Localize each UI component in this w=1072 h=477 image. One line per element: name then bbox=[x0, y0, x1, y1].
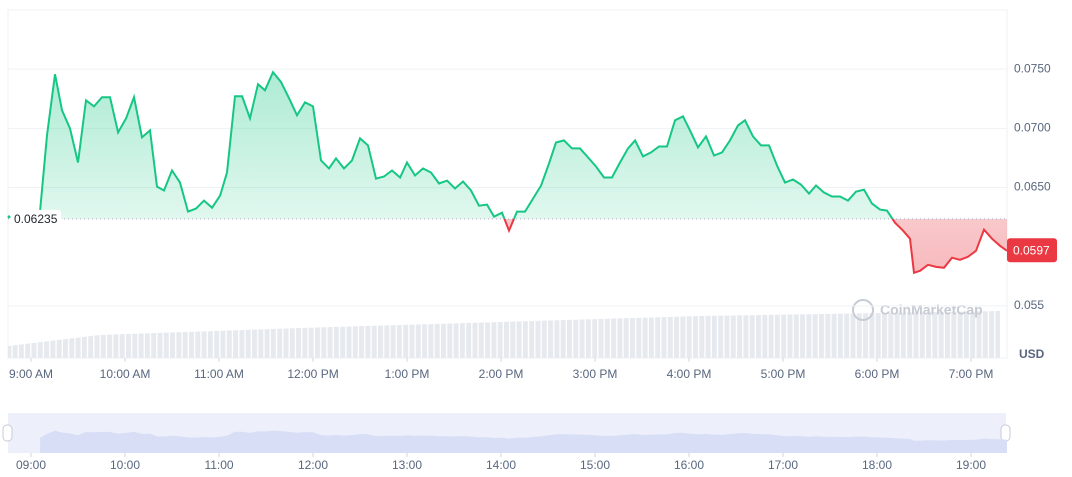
x-tick-label: 7:00 PM bbox=[949, 367, 994, 381]
navigator-tick-label: 16:00 bbox=[674, 458, 704, 472]
y-tick-label: 0.0750 bbox=[1014, 61, 1051, 75]
area-down bbox=[504, 218, 1007, 273]
price-line-down bbox=[503, 218, 1007, 275]
navigator-tick-label: 09:00 bbox=[16, 458, 46, 472]
x-tick-label: 1:00 PM bbox=[385, 367, 430, 381]
x-tick-label: 6:00 PM bbox=[855, 367, 900, 381]
current-price-box bbox=[1007, 238, 1057, 263]
price-line-up bbox=[39, 70, 894, 219]
baseline-label-box bbox=[9, 209, 61, 228]
navigator-area bbox=[40, 430, 1007, 453]
navigator-handle[interactable] bbox=[2, 424, 13, 442]
x-tick-label: 3:00 PM bbox=[573, 367, 618, 381]
volume-bars bbox=[8, 311, 1000, 358]
navigator-tick-label: 11:00 bbox=[204, 458, 233, 472]
navigator-tick-label: 14:00 bbox=[486, 458, 516, 472]
navigator-handle[interactable] bbox=[1000, 424, 1011, 442]
navigator-tick-label: 15:00 bbox=[580, 458, 610, 472]
navigator-tick-label: 19:00 bbox=[956, 458, 986, 472]
navigator-tick-label: 13:00 bbox=[392, 458, 422, 472]
watermark-text: CoinMarketCap bbox=[880, 302, 983, 318]
area-up bbox=[40, 72, 1007, 219]
current-price-label: 0.0597 bbox=[1013, 243, 1050, 257]
x-tick-label: 12:00 PM bbox=[287, 367, 338, 381]
y-tick-label: 0.0650 bbox=[1014, 180, 1051, 194]
baseline-dot bbox=[7, 215, 11, 219]
navigator-tick-label: 10:00 bbox=[110, 458, 140, 472]
currency-label: USD bbox=[1019, 347, 1045, 361]
baseline-label: 0.06235 bbox=[14, 212, 58, 226]
y-tick-label: 0.055 bbox=[1014, 298, 1044, 312]
x-tick-label: 5:00 PM bbox=[761, 367, 806, 381]
x-tick-label: 4:00 PM bbox=[667, 367, 712, 381]
x-tick-label: 10:00 AM bbox=[100, 367, 151, 381]
x-tick-label: 9:00 AM bbox=[9, 367, 53, 381]
navigator-tick-label: 17:00 bbox=[768, 458, 798, 472]
navigator-tick-label: 12:00 bbox=[298, 458, 328, 472]
navigator-tick-label: 18:00 bbox=[862, 458, 892, 472]
y-tick-label: 0.0700 bbox=[1014, 121, 1051, 135]
x-tick-label: 11:00 AM bbox=[194, 367, 244, 381]
x-tick-label: 2:00 PM bbox=[479, 367, 524, 381]
